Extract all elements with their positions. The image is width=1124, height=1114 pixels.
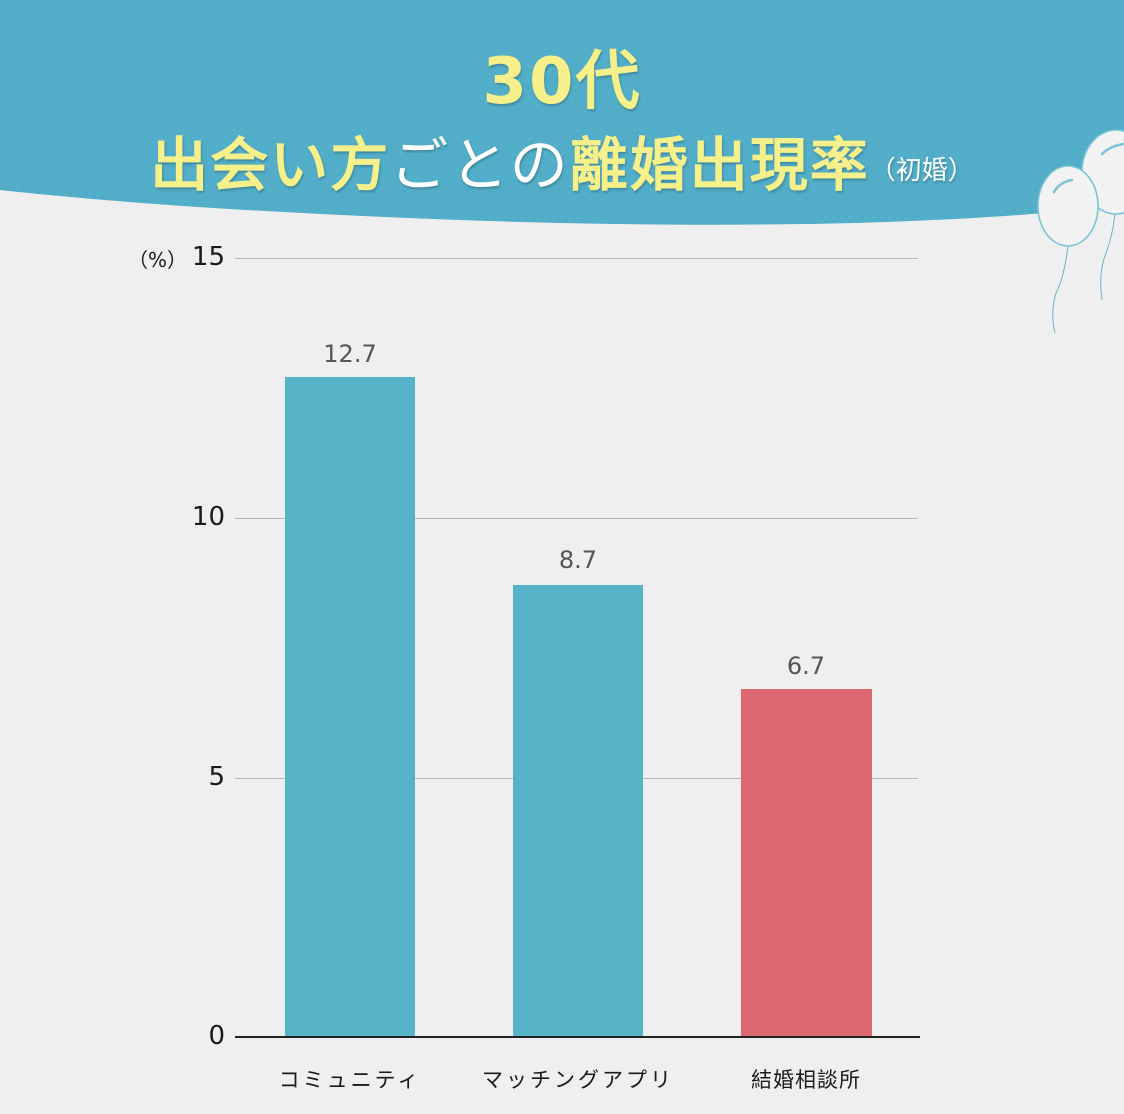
- y-tick-0: 0: [208, 1021, 225, 1051]
- bar-matching-app: [513, 585, 643, 1037]
- gridline-10: [235, 518, 918, 519]
- header-banner: [0, 0, 1124, 225]
- x-axis-line: [235, 1036, 920, 1038]
- balloons-icon: [1037, 129, 1124, 334]
- title-part-method: 出会い方: [150, 131, 391, 199]
- y-tick-15: 15: [191, 242, 225, 272]
- bar-community: [285, 377, 415, 1037]
- x-label-matching-app: マッチングアプリ: [482, 1068, 674, 1092]
- y-axis-unit: （%）: [128, 248, 188, 272]
- bar-marriage-agency: [741, 689, 872, 1037]
- title-line-1: 30代: [482, 45, 642, 119]
- value-label-marriage-agency: 6.7: [786, 652, 826, 680]
- value-label-matching-app: 8.7: [558, 546, 598, 574]
- title-part-divorce-rate: 離婚出現率: [569, 131, 870, 199]
- title-part-connector: ごとの: [390, 131, 570, 199]
- x-label-marriage-agency: 結婚相談所: [751, 1068, 861, 1092]
- title-line-2: 出会い方ごとの離婚出現率（初婚）: [0, 118, 1124, 202]
- title-note-first-marriage: （初婚）: [869, 156, 974, 186]
- value-label-community: 12.7: [323, 340, 377, 368]
- y-tick-10: 10: [191, 502, 225, 532]
- x-label-community: コミュニティ: [278, 1068, 422, 1092]
- y-tick-5: 5: [208, 762, 225, 792]
- gridline-15: [235, 258, 918, 259]
